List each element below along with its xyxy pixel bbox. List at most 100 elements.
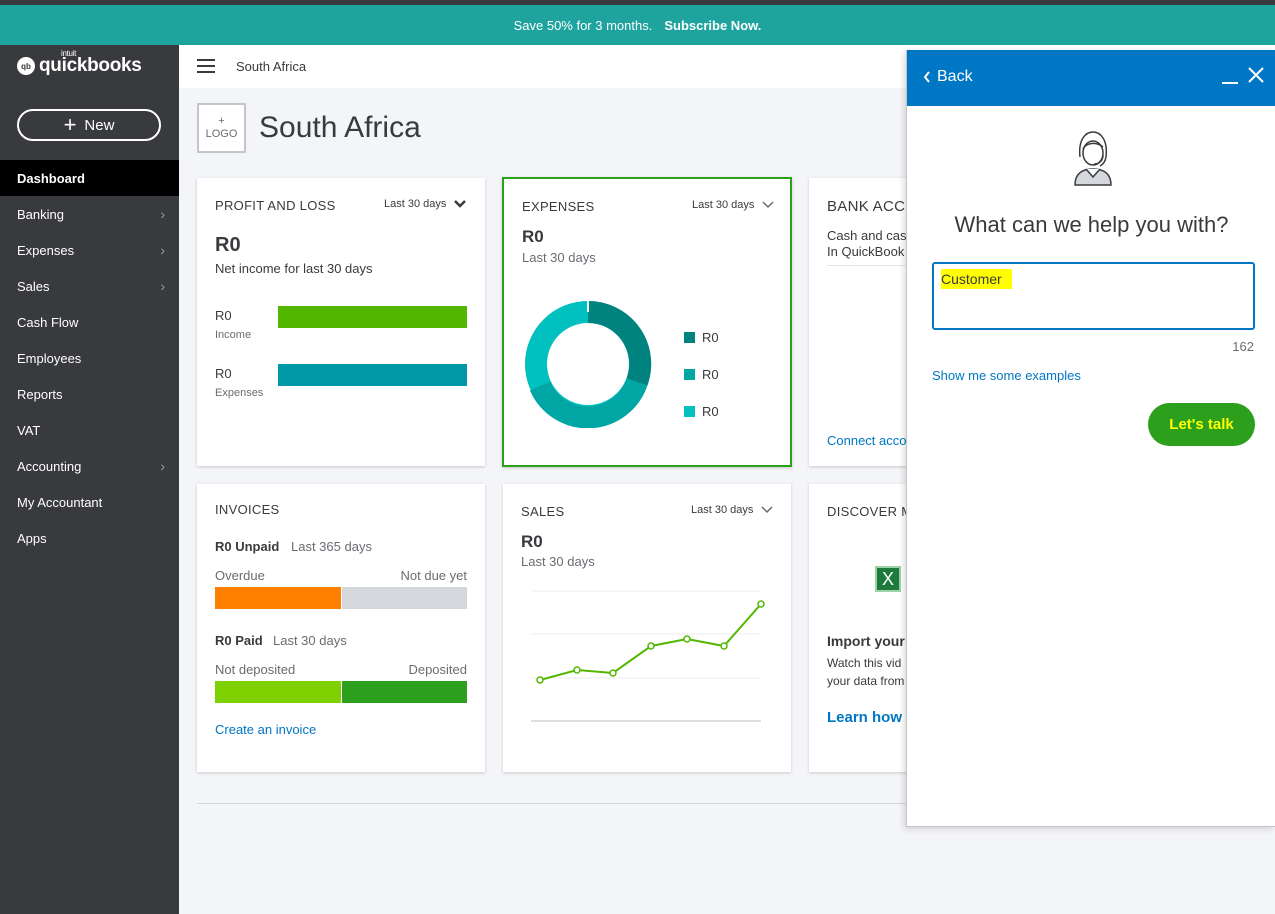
back-button[interactable]: Back xyxy=(923,68,973,86)
support-agent-icon xyxy=(1074,131,1112,186)
card-title: SALES xyxy=(521,504,565,519)
create-invoice-link[interactable]: Create an invoice xyxy=(215,722,317,737)
sidebar-item-employees[interactable]: Employees xyxy=(0,340,179,376)
period-label: Last 30 days xyxy=(384,198,447,210)
connect-account-link[interactable]: Connect acco xyxy=(827,433,907,448)
legend-item: R0 xyxy=(684,393,719,430)
help-input-value: Customer xyxy=(941,269,1012,289)
discover-line-2: your data from xyxy=(827,674,905,688)
excel-icon: X xyxy=(875,566,901,592)
sidebar-item-sales[interactable]: Sales › xyxy=(0,268,179,304)
sales-card[interactable]: SALES Last 30 days R0 Last 30 days xyxy=(503,484,791,772)
discover-heading: Import your xyxy=(827,633,905,649)
income-value: R0 xyxy=(215,308,232,323)
lets-talk-button[interactable]: Let's talk xyxy=(1148,403,1255,446)
bank-line-1: Cash and cas xyxy=(827,228,907,243)
expenses-donut-chart[interactable] xyxy=(524,300,652,428)
hamburger-menu-icon[interactable] xyxy=(197,59,215,73)
expenses-bar[interactable] xyxy=(278,364,467,386)
subscribe-link[interactable]: Subscribe Now. xyxy=(664,17,762,33)
income-label: Income xyxy=(215,329,252,341)
excel-icon-letter: X xyxy=(881,568,894,589)
deposited-label: Deposited xyxy=(408,662,467,677)
deposited-bar[interactable] xyxy=(342,681,467,703)
promo-text: Save 50% for 3 months. xyxy=(513,17,653,33)
chevron-left-icon xyxy=(923,71,930,83)
net-income-amount: R0 xyxy=(215,234,241,256)
legend-swatch xyxy=(684,332,695,343)
header-company-name: South Africa xyxy=(236,59,307,74)
sidebar-nav: Dashboard Banking › Expenses › Sales › Cash Flo… xyxy=(0,160,179,556)
sidebar-item-cash-flow[interactable]: Cash Flow xyxy=(0,304,179,340)
sidebar-item-label: Cash Flow xyxy=(17,314,79,330)
sidebar-item-label: My Accountant xyxy=(17,494,103,510)
card-title: DISCOVER M xyxy=(827,504,913,519)
sales-amount: R0 xyxy=(521,532,543,551)
legend-item: R0 xyxy=(684,356,719,393)
overdue-bar[interactable] xyxy=(215,587,341,609)
minimize-icon[interactable] xyxy=(1222,82,1238,84)
sales-line-chart[interactable] xyxy=(503,584,791,734)
close-icon[interactable] xyxy=(1247,66,1265,84)
learn-how-link[interactable]: Learn how xyxy=(827,709,903,726)
company-logo-upload[interactable]: + LOGO xyxy=(197,103,246,153)
period-label: Last 30 days xyxy=(691,504,754,516)
sidebar-item-label: Reports xyxy=(17,386,63,402)
sidebar-item-expenses[interactable]: Expenses › xyxy=(0,232,179,268)
sales-subtitle: Last 30 days xyxy=(521,554,595,569)
sidebar-item-accounting[interactable]: Accounting › xyxy=(0,448,179,484)
legend-value: R0 xyxy=(702,330,719,345)
period-selector[interactable]: Last 30 days xyxy=(692,199,774,211)
legend-swatch xyxy=(684,406,695,417)
expenses-label: Expenses xyxy=(215,387,264,399)
page-divider xyxy=(197,803,907,804)
sidebar-item-vat[interactable]: VAT xyxy=(0,412,179,448)
card-title: EXPENSES xyxy=(522,199,595,214)
overdue-label: Overdue xyxy=(215,568,265,583)
divider xyxy=(827,265,927,266)
sidebar-item-apps[interactable]: Apps xyxy=(0,520,179,556)
sidebar-item-banking[interactable]: Banking › xyxy=(0,196,179,232)
logo-plus: + xyxy=(218,114,225,127)
help-question-input[interactable]: Customer xyxy=(932,262,1255,330)
paid-period: Last 30 days xyxy=(273,633,347,648)
plus-icon: + xyxy=(63,112,77,137)
not-due-label: Not due yet xyxy=(400,568,468,583)
top-strip xyxy=(0,0,1275,5)
sidebar-item-label: Banking xyxy=(17,206,64,222)
show-examples-link[interactable]: Show me some examples xyxy=(932,368,1081,383)
legend-swatch xyxy=(684,369,695,380)
sidebar-item-label: Dashboard xyxy=(17,170,85,186)
net-income-subtitle: Net income for last 30 days xyxy=(215,261,373,276)
promo-banner: Save 50% for 3 months. Subscribe Now. xyxy=(0,5,1275,45)
logo-intuit: intuit xyxy=(61,49,77,58)
donut-segment-1 xyxy=(587,300,652,386)
sales-point xyxy=(609,669,617,677)
expenses-value: R0 xyxy=(215,366,232,381)
sales-line xyxy=(539,603,762,681)
company-title: South Africa xyxy=(259,111,421,144)
sidebar-item-dashboard[interactable]: Dashboard xyxy=(0,160,179,196)
sidebar-item-my-accountant[interactable]: My Accountant xyxy=(0,484,179,520)
legend-item: R0 xyxy=(684,319,719,356)
not-deposited-bar[interactable] xyxy=(215,681,341,703)
sales-point xyxy=(757,600,765,608)
legend-value: R0 xyxy=(702,367,719,382)
sidebar-item-label: Expenses xyxy=(17,242,75,258)
sales-point xyxy=(536,676,544,684)
unpaid-period: Last 365 days xyxy=(291,539,372,554)
period-selector[interactable]: Last 30 days xyxy=(691,504,773,516)
quickbooks-logo[interactable]: qb intuit quickbooks xyxy=(17,49,142,77)
sidebar-item-label: Accounting xyxy=(17,458,82,474)
period-selector[interactable]: Last 30 days xyxy=(384,198,467,210)
invoices-card[interactable]: INVOICES R0 Unpaid Last 365 days Overdue… xyxy=(197,484,485,772)
profit-loss-card[interactable]: PROFIT AND LOSS Last 30 days R0 Net inco… xyxy=(197,178,485,466)
income-bar[interactable] xyxy=(278,306,467,328)
new-button[interactable]: + New xyxy=(17,109,161,141)
expenses-card[interactable]: EXPENSES Last 30 days R0 Last 30 days R0… xyxy=(502,177,792,467)
logo-label: LOGO xyxy=(205,128,238,140)
sidebar-item-reports[interactable]: Reports xyxy=(0,376,179,412)
not-due-bar[interactable] xyxy=(342,587,467,609)
bank-line-2: In QuickBook xyxy=(827,244,905,259)
chevron-right-icon: › xyxy=(160,458,165,474)
